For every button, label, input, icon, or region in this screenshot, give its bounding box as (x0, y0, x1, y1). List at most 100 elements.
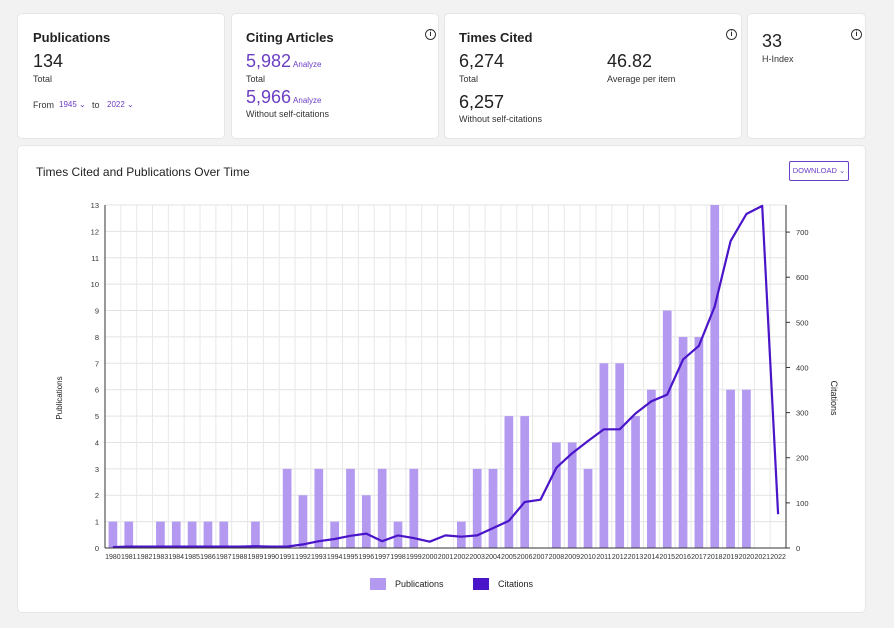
publication-bar (409, 468, 419, 548)
y-tick-label: 12 (91, 227, 99, 236)
citing-noself-label: Without self-citations (246, 109, 330, 119)
x-tick-label: 2007 (533, 554, 549, 561)
y-tick-label: 5 (95, 412, 99, 421)
publication-bar (346, 468, 355, 548)
x-tick-label: 2003 (469, 554, 485, 561)
x-tick-label: 2010 (580, 554, 596, 561)
x-tick-label: 1994 (327, 554, 343, 561)
publications-total: 134 (33, 51, 64, 71)
x-tick-label: 2005 (501, 554, 517, 561)
x-tick-label: 2017 (691, 554, 707, 561)
x-tick-label: 1987 (216, 554, 232, 561)
y2-axis-label: Citations (829, 380, 839, 416)
publication-bar (108, 521, 118, 548)
citing-total-row: 5,982 Analyze (246, 51, 322, 72)
x-tick-label: 2006 (517, 554, 533, 561)
publication-bar (662, 310, 672, 548)
y-tick-label: 10 (91, 280, 99, 289)
y-tick-label: 8 (95, 333, 99, 342)
x-tick-label: 1990 (264, 554, 280, 561)
publications-card: Publications 134 Total From 1945 ⌄ to 20… (18, 14, 224, 138)
info-icon[interactable]: i (851, 29, 862, 40)
publication-bar (504, 416, 514, 548)
publication-bar (583, 468, 593, 548)
analyze-link[interactable]: Analyze (293, 96, 322, 105)
y-tick-label: 9 (95, 307, 99, 316)
to-label: to (92, 100, 100, 110)
x-tick-label: 1991 (279, 554, 295, 561)
times-cited-noself-label: Without self-citations (459, 114, 543, 124)
x-tick-label: 1999 (406, 554, 422, 561)
y2-tick-label: 100 (796, 499, 809, 508)
publication-bar (330, 521, 339, 548)
chart-axes: 0123456789101112130100200300400500600700… (91, 201, 809, 561)
chevron-down-icon: ⌄ (127, 100, 134, 109)
y-tick-label: 0 (95, 544, 99, 553)
x-tick-label: 1992 (295, 554, 311, 561)
times-cited-total-label: Total (459, 74, 479, 84)
to-year-select[interactable]: 2022 ⌄ (107, 100, 134, 109)
publication-bar (726, 389, 735, 548)
publication-bar (361, 495, 371, 548)
info-icon[interactable]: i (425, 29, 436, 40)
y-tick-label: 1 (95, 518, 99, 527)
from-label: From (33, 100, 54, 110)
x-tick-label: 2013 (628, 554, 644, 561)
y-tick-label: 13 (91, 201, 99, 210)
y-tick-label: 11 (91, 254, 99, 263)
publication-bar (710, 205, 720, 548)
y2-tick-label: 700 (796, 228, 809, 237)
x-tick-label: 2008 (549, 554, 565, 561)
info-icon[interactable]: i (726, 29, 737, 40)
citing-noself-value[interactable]: 5,966 (246, 87, 292, 107)
x-tick-label: 1981 (121, 554, 137, 561)
x-tick-label: 2011 (596, 554, 611, 561)
publication-bar (187, 521, 197, 548)
chevron-down-icon: ⌄ (838, 166, 846, 175)
publication-bar (472, 468, 482, 548)
y2-tick-label: 300 (796, 409, 809, 418)
y-tick-label: 6 (95, 386, 99, 395)
average-per-item-label: Average per item (607, 74, 676, 84)
publication-bar (203, 521, 213, 548)
h-index-card: 33 H-Index i (748, 14, 865, 138)
times-cited-noself: 6,257 (459, 92, 505, 112)
h-index-label: H-Index (762, 54, 794, 64)
analyze-link[interactable]: Analyze (293, 60, 322, 69)
citing-total-value[interactable]: 5,982 (246, 51, 292, 71)
chart-grid (104, 204, 787, 549)
publication-bar (156, 521, 165, 548)
publication-bar (456, 521, 466, 548)
publication-bar (631, 416, 640, 548)
download-label: DOWNLOAD (792, 166, 837, 175)
publication-bar (124, 521, 134, 548)
y2-tick-label: 200 (796, 454, 809, 463)
publications-total-label: Total (33, 74, 53, 84)
x-tick-label: 2004 (485, 554, 501, 561)
y-tick-label: 7 (95, 359, 99, 368)
citation-line (112, 204, 780, 549)
publication-bar (552, 442, 561, 548)
x-tick-label: 2019 (723, 554, 739, 561)
citing-total-label: Total (246, 74, 266, 84)
x-tick-label: 1985 (184, 554, 200, 561)
from-year-value: 1945 (59, 100, 77, 109)
y-tick-label: 2 (95, 491, 99, 500)
x-tick-label: 2012 (612, 554, 628, 561)
publication-bar (647, 389, 656, 548)
to-year-value: 2022 (107, 100, 125, 109)
y2-tick-label: 600 (796, 273, 809, 282)
times-cited-total: 6,274 (459, 51, 505, 71)
x-tick-label: 1988 (232, 554, 248, 561)
download-button[interactable]: DOWNLOAD ⌄ (789, 161, 849, 181)
from-year-select[interactable]: 1945 ⌄ (59, 100, 86, 109)
citing-articles-title: Citing Articles (246, 30, 334, 45)
times-cited-title: Times Cited (459, 30, 533, 45)
x-tick-label: 1995 (343, 554, 359, 561)
x-tick-label: 1998 (390, 554, 406, 561)
publication-bar (567, 442, 577, 548)
x-tick-label: 2015 (659, 554, 675, 561)
publication-bar (599, 363, 609, 548)
citing-articles-card: Citing Articles i 5,982 Analyze Total 5,9… (232, 14, 438, 138)
